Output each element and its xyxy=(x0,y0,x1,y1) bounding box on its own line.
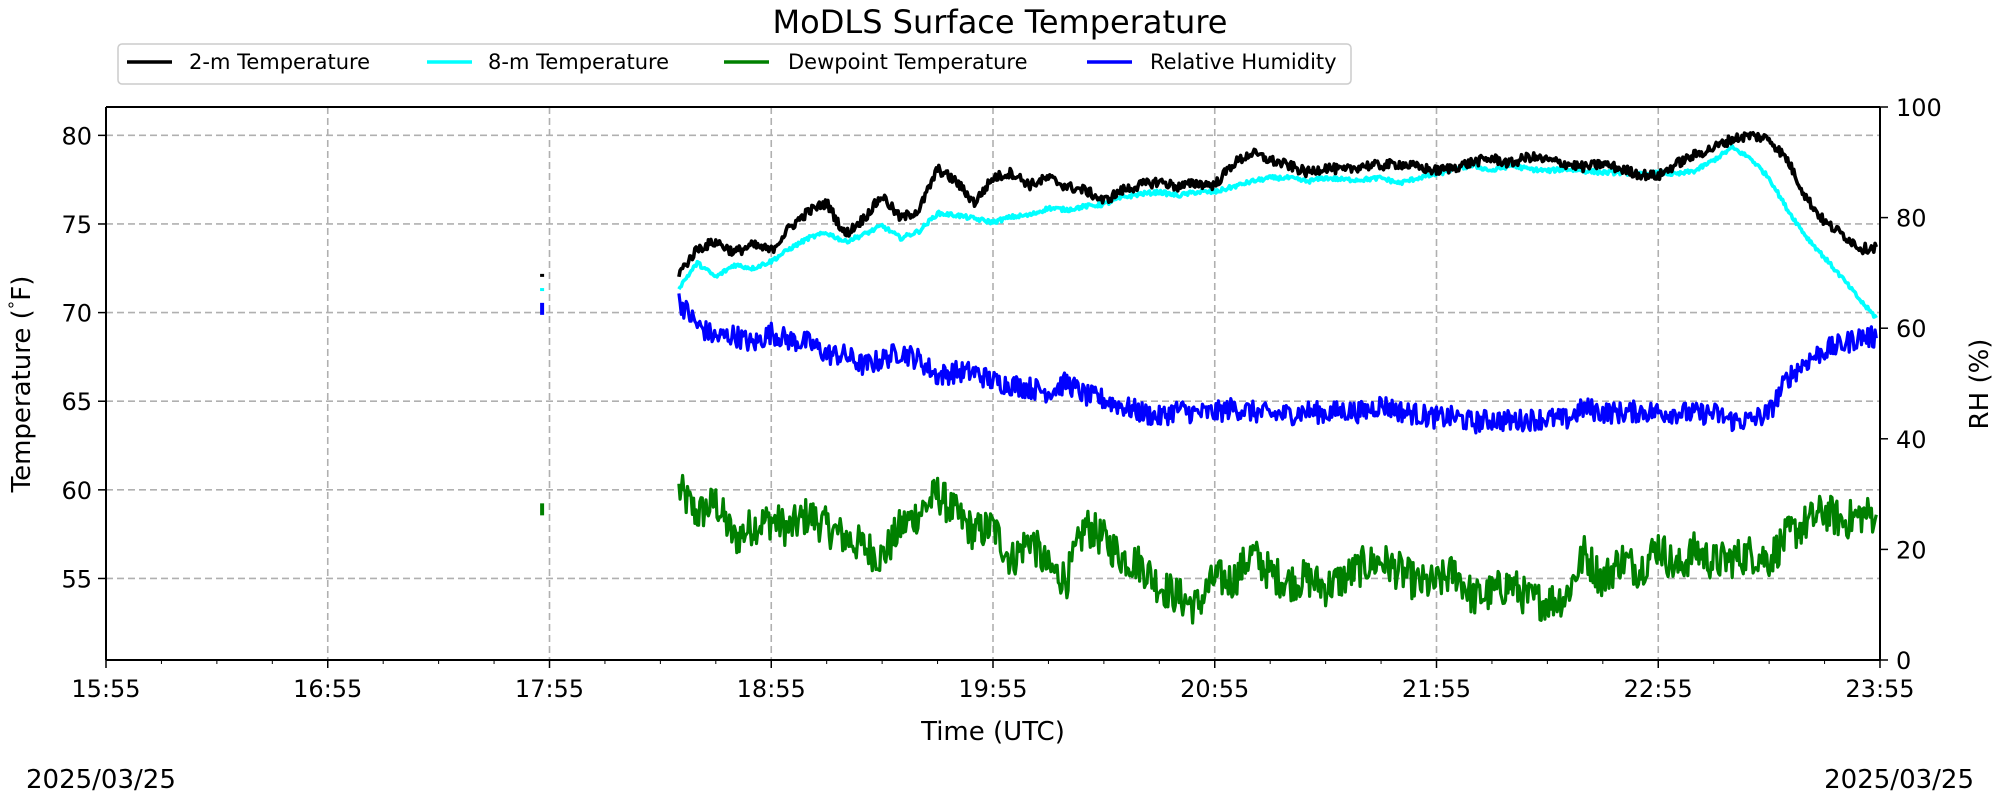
x-tick-label: 15:55 xyxy=(71,675,140,703)
legend-label-relative-humidity: Relative Humidity xyxy=(1150,50,1337,74)
legend-frame xyxy=(117,43,1352,85)
y2-tick-label: 20 xyxy=(1896,536,1927,564)
y2-tick-label: 60 xyxy=(1896,315,1927,343)
x-tick-label: 21:55 xyxy=(1402,675,1471,703)
y-tick-label: 80 xyxy=(61,122,92,150)
y2-tick-label: 80 xyxy=(1896,205,1927,233)
tick-labels: 15:55 16:55 17:55 18:55 19:55 20:55 21:55 22:55… xyxy=(61,94,1941,703)
y2-tick-label: 0 xyxy=(1896,647,1911,675)
x-tick-label: 20:55 xyxy=(1180,675,1249,703)
series-line-dewpoint-temperature xyxy=(677,473,1878,625)
series-line-relative-humidity xyxy=(677,293,1878,435)
x-tick-label: 23:55 xyxy=(1845,675,1914,703)
x-tick-label: 22:55 xyxy=(1624,675,1693,703)
date-label-right: 2025/03/25 xyxy=(1824,765,1974,795)
isolated-point-dewpoint-temperature xyxy=(540,503,545,516)
x-tick-label: 19:55 xyxy=(958,675,1027,703)
y-tick-label: 60 xyxy=(61,477,92,505)
y-tick-label: 70 xyxy=(61,300,92,328)
isolated-point-2m-temperature xyxy=(540,273,545,277)
legend-label-8m-temperature: 8-m Temperature xyxy=(488,50,669,74)
series-layer xyxy=(540,131,1879,625)
isolated-point-relative-humidity xyxy=(540,302,545,315)
legend-label-2m-temperature: 2-m Temperature xyxy=(189,50,370,74)
y2-axis-title: RH (%) xyxy=(1965,339,1995,430)
y-tick-label: 65 xyxy=(61,388,92,416)
x-tick-label: 18:55 xyxy=(737,675,806,703)
y-tick-label: 55 xyxy=(61,565,92,593)
y2-tick-label: 40 xyxy=(1896,426,1927,454)
series-line-2m-temperature xyxy=(677,131,1879,278)
y-tick-label: 75 xyxy=(61,211,92,239)
x-tick-label: 17:55 xyxy=(515,675,584,703)
tick-marks xyxy=(98,106,1888,668)
y-axis-title: Temperature (°F) xyxy=(6,276,37,494)
legend-label-dewpoint-temperature: Dewpoint Temperature xyxy=(788,50,1028,74)
y2-tick-label: 100 xyxy=(1896,94,1942,122)
x-axis-title: Time (UTC) xyxy=(920,717,1065,747)
x-tick-label: 16:55 xyxy=(293,675,362,703)
isolated-point-8m-temperature xyxy=(540,288,545,292)
legend: 2-m Temperature 8-m Temperature Dewpoint… xyxy=(117,43,1352,85)
series-line-8m-temperature xyxy=(677,144,1878,319)
chart-title: MoDLS Surface Temperature xyxy=(773,3,1228,41)
date-label-left: 2025/03/25 xyxy=(26,765,176,795)
